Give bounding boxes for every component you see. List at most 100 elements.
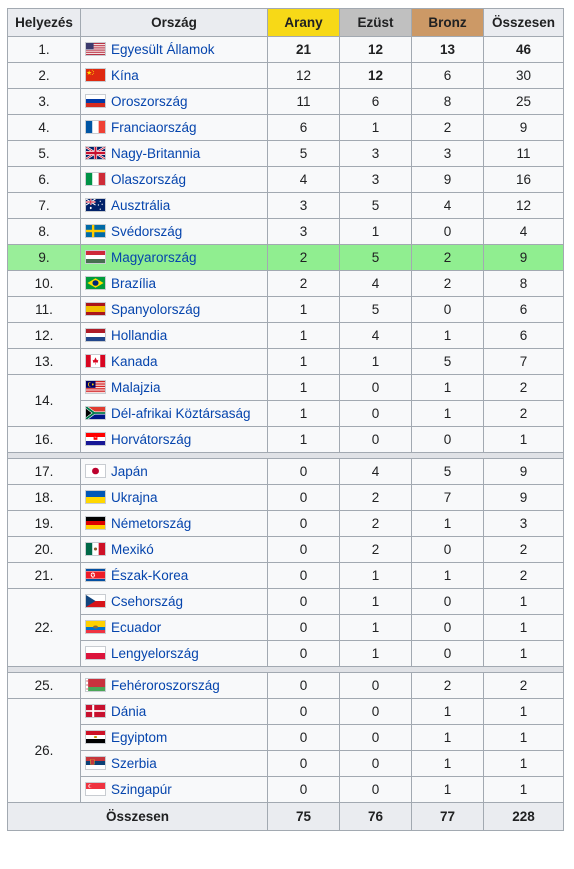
- bronze-count: 2: [411, 270, 484, 297]
- total-count: 2: [483, 400, 564, 427]
- total-count: 9: [483, 244, 564, 271]
- mexico-flag-icon: [85, 542, 106, 556]
- table-row: 7. Ausztrália 3 5 4 12: [7, 192, 564, 219]
- country-link[interactable]: Brazília: [111, 276, 157, 291]
- silver-count: 0: [339, 698, 412, 725]
- country-link[interactable]: Kanada: [111, 354, 158, 369]
- country-header[interactable]: Ország: [80, 8, 268, 37]
- total-count: 2: [483, 374, 564, 401]
- silver-count: 2: [339, 484, 412, 511]
- country-link[interactable]: Horvátország: [111, 432, 192, 447]
- country-link[interactable]: Egyesült Államok: [111, 42, 215, 57]
- silver-count: 6: [339, 88, 412, 115]
- table-row: 9. Magyarország 2 5 2 9: [7, 244, 564, 271]
- country-link[interactable]: Szerbia: [111, 756, 157, 771]
- total-count: 2: [483, 672, 564, 699]
- bronze-count: 0: [411, 588, 484, 615]
- country-cell: Japán: [80, 458, 268, 485]
- gold-count: 1: [267, 348, 340, 375]
- north-korea-flag-icon: [85, 568, 106, 582]
- bronze-count: 0: [411, 218, 484, 245]
- rank-cell: 3.: [7, 88, 81, 115]
- total-count: 6: [483, 296, 564, 323]
- bronze-count: 4: [411, 192, 484, 219]
- country-link[interactable]: Németország: [111, 516, 192, 531]
- country-link[interactable]: Ausztrália: [111, 198, 171, 213]
- denmark-flag-icon: [85, 704, 106, 718]
- bronze-count: 1: [411, 776, 484, 803]
- gold-count: 0: [267, 562, 340, 589]
- country-link[interactable]: Franciaország: [111, 120, 197, 135]
- country-link[interactable]: Ecuador: [111, 620, 162, 635]
- malaysia-flag-icon: [85, 380, 106, 394]
- country-cell: Magyarország: [80, 244, 268, 271]
- table-row: Szingapúr 0 0 1 1: [8, 776, 564, 803]
- country-link[interactable]: Egyiptom: [111, 730, 168, 745]
- country-link[interactable]: Oroszország: [111, 94, 188, 109]
- germany-flag-icon: [85, 516, 106, 530]
- country-link[interactable]: Észak-Korea: [111, 568, 189, 583]
- country-link[interactable]: Lengyelország: [111, 646, 199, 661]
- total-count: 9: [483, 484, 564, 511]
- bronze-count: 8: [411, 88, 484, 115]
- netherlands-flag-icon: [85, 328, 106, 342]
- country-link[interactable]: Japán: [111, 464, 148, 479]
- canada-flag-icon: [85, 354, 106, 368]
- rank-header[interactable]: Helyezés: [7, 8, 81, 37]
- gold-count: 21: [267, 36, 340, 63]
- silver-count: 0: [339, 724, 412, 751]
- ecuador-flag-icon: [85, 620, 106, 634]
- country-link[interactable]: Nagy-Britannia: [111, 146, 201, 161]
- gold-count: 0: [267, 672, 340, 699]
- country-link[interactable]: Mexikó: [111, 542, 154, 557]
- france-flag-icon: [85, 120, 106, 134]
- rank-cell: 17.: [7, 458, 81, 485]
- table-row: Ecuador 0 1 0 1: [8, 614, 564, 641]
- country-link[interactable]: Magyarország: [111, 250, 197, 265]
- serbia-flag-icon: [85, 756, 106, 770]
- country-link[interactable]: Fehéroroszország: [111, 678, 220, 693]
- rank-cell: 2.: [7, 62, 81, 89]
- singapore-flag-icon: [85, 782, 106, 796]
- gold-count: 4: [267, 166, 340, 193]
- country-link[interactable]: Dél-afrikai Köztársaság: [111, 406, 251, 421]
- total-header[interactable]: Összesen: [483, 8, 564, 37]
- country-link[interactable]: Olaszország: [111, 172, 187, 187]
- silver-count: 4: [339, 322, 412, 349]
- table-row: 1. Egyesült Államok 21 12 13 46: [7, 36, 564, 63]
- silver-count: 0: [339, 374, 412, 401]
- rank-cell: 19.: [7, 510, 81, 537]
- country-link[interactable]: Kína: [111, 68, 139, 83]
- country-link[interactable]: Spanyolország: [111, 302, 201, 317]
- table-row: 8. Svédország 3 1 0 4: [7, 218, 564, 245]
- croatia-flag-icon: [85, 432, 106, 446]
- silver-count: 3: [339, 166, 412, 193]
- silver-header[interactable]: Ezüst: [339, 8, 412, 37]
- gold-count: 0: [267, 614, 340, 641]
- country-link[interactable]: Malajzia: [111, 380, 161, 395]
- country-link[interactable]: Ukrajna: [111, 490, 158, 505]
- total-count: 1: [483, 698, 564, 725]
- italy-flag-icon: [85, 172, 106, 186]
- silver-count: 0: [339, 400, 412, 427]
- table-row: Szerbia 0 0 1 1: [8, 750, 564, 777]
- total-count: 16: [483, 166, 564, 193]
- country-cell: Ecuador: [80, 614, 268, 641]
- country-link[interactable]: Csehország: [111, 594, 184, 609]
- country-cell: Nagy-Britannia: [80, 140, 268, 167]
- silver-count: 4: [339, 270, 412, 297]
- gold-count: 0: [267, 724, 340, 751]
- total-count: 9: [483, 458, 564, 485]
- gold-header[interactable]: Arany: [267, 8, 340, 37]
- country-link[interactable]: Hollandia: [111, 328, 168, 343]
- country-link[interactable]: Szingapúr: [111, 782, 172, 797]
- bronze-count: 1: [411, 374, 484, 401]
- table-row: 14. Malajzia 1 0 1 2: [7, 374, 564, 427]
- table-row: 21. Észak-Korea 0 1 1 2: [7, 562, 564, 589]
- country-link[interactable]: Svédország: [111, 224, 183, 239]
- total-count: 12: [483, 192, 564, 219]
- bronze-header[interactable]: Bronz: [411, 8, 484, 37]
- silver-count: 0: [339, 750, 412, 777]
- country-cell: Fehéroroszország: [80, 672, 268, 699]
- country-link[interactable]: Dánia: [111, 704, 147, 719]
